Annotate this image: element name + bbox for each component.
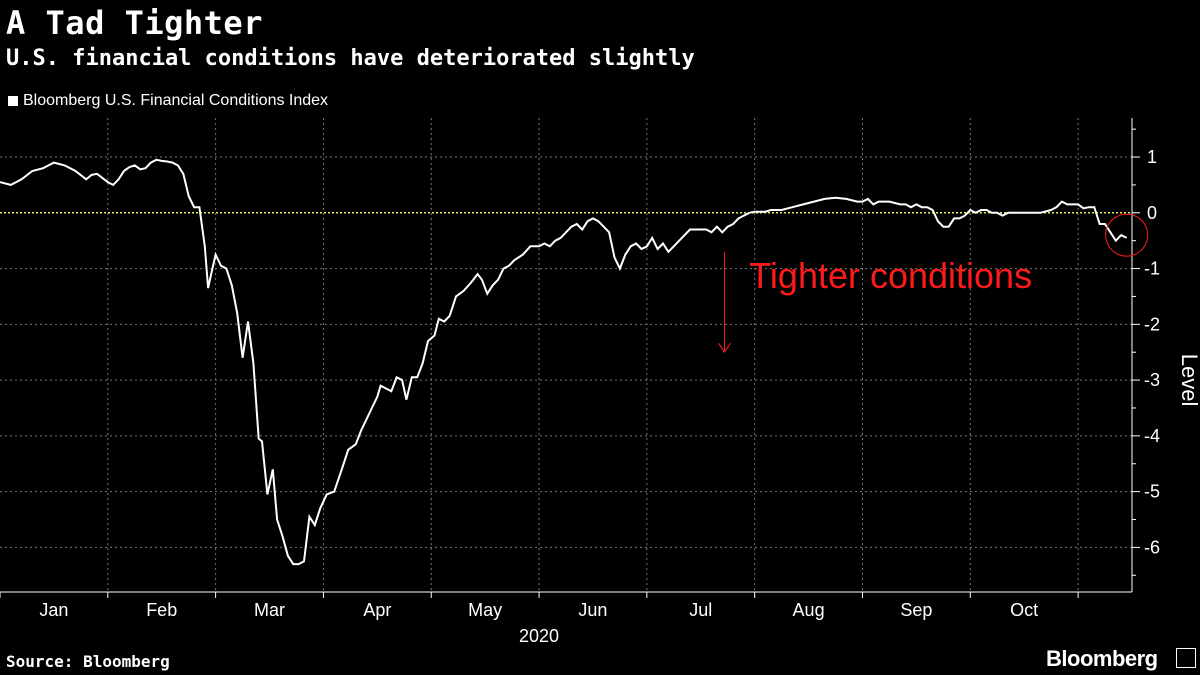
chart-title: A Tad Tighter: [6, 4, 263, 42]
x-axis: Jan Feb Mar Apr May Jun Jul Aug Sep Oct: [0, 592, 1079, 620]
x-tick-label: Mar: [254, 600, 285, 620]
chart-subtitle: U.S. financial conditions have deteriora…: [6, 46, 695, 71]
terminal-icon: [1176, 648, 1196, 668]
y-tick-label: -1: [1144, 259, 1160, 279]
x-tick-label: Jan: [39, 600, 68, 620]
y-tick-label: -2: [1144, 314, 1160, 334]
brand-logo: Bloomberg: [1046, 646, 1158, 671]
source-note: Source: Bloomberg: [6, 652, 170, 671]
y-tick-label: -5: [1144, 482, 1160, 502]
series-line: [0, 158, 1128, 566]
x-tick-label: Sep: [900, 600, 932, 620]
y-tick-label: 1: [1147, 147, 1157, 167]
y-tick-label: 0: [1147, 203, 1157, 223]
annotation-text: Tighter conditions: [749, 255, 1032, 296]
legend: Bloomberg U.S. Financial Conditions Inde…: [8, 92, 328, 110]
annotation-circle: [1105, 213, 1149, 257]
x-tick-label: Jul: [689, 600, 712, 620]
x-tick-label: Feb: [146, 600, 177, 620]
x-tick-label: Jun: [578, 600, 607, 620]
annotation: Tighter conditions: [718, 213, 1149, 354]
x-tick-label: Aug: [793, 600, 825, 620]
y-axis-label: Level: [1177, 354, 1200, 407]
legend-label: Bloomberg U.S. Financial Conditions Inde…: [23, 92, 329, 109]
x-tick-label: Oct: [1010, 600, 1038, 620]
x-tick-label: Apr: [363, 600, 391, 620]
y-tick-label: -4: [1144, 426, 1160, 446]
x-tick-label: May: [468, 600, 502, 620]
y-tick-label: -6: [1144, 537, 1160, 557]
gridlines: [0, 118, 1132, 592]
axes: [0, 118, 1133, 593]
x-axis-label: 2020: [519, 626, 559, 646]
y-tick-label: -3: [1144, 370, 1160, 390]
y-axis: 1 0 -1 -2 -3 -4 -5 -6: [1132, 128, 1160, 576]
legend-swatch: [8, 96, 18, 106]
annotation-arrowhead: [718, 342, 731, 354]
